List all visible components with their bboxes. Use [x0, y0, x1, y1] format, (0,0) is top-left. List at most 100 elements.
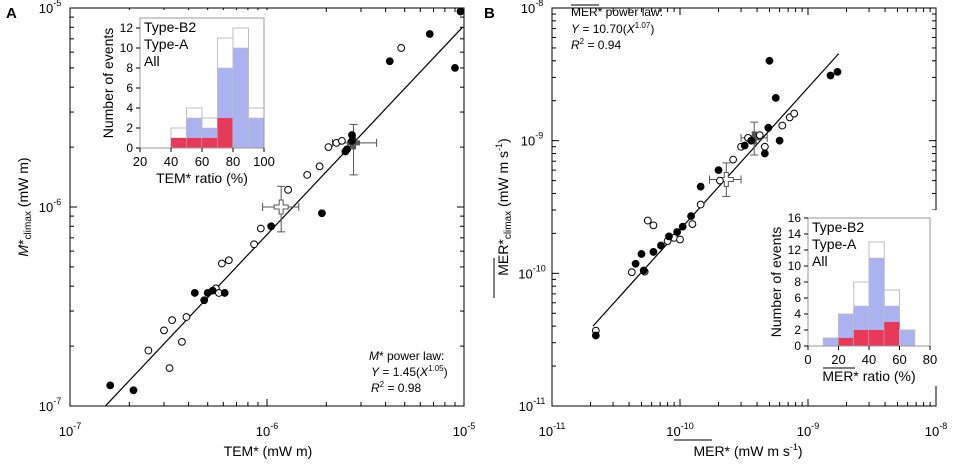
panel-a-filled-point: [451, 64, 459, 72]
panel-b-open-point: [688, 220, 697, 229]
panel-b-inset-legend-bg-all: [810, 254, 868, 270]
panel-b-open-point: [676, 235, 684, 244]
panel-b-x-tick-label: 10-10: [666, 421, 693, 439]
panel-b-filled-point: [826, 71, 835, 80]
panel-a-fit-line: [105, 27, 463, 406]
panel-b-inset-y-tick-label: 6: [794, 291, 801, 305]
panel-a-xlabel: TEM* (mW m): [224, 443, 313, 459]
panel-a-marks: 10-7 10-6 10-5 10-7 10-6 10-5: [39, 0, 475, 439]
panel-b-filled-point: [665, 232, 673, 241]
panel-b-filled-point: [639, 266, 648, 275]
panel-b-filled-point: [631, 259, 640, 268]
panel-b-filled-point: [764, 123, 773, 132]
panel-a-open-point: [256, 224, 265, 233]
panel-b-inset-x-tick-label: 80: [923, 352, 937, 367]
panel-b-open-point: [627, 268, 636, 277]
panel-a-filled-point: [456, 7, 465, 16]
panel-b-open-point: [696, 200, 705, 209]
panel-a-open-point: [178, 337, 186, 346]
panel-b-inset-legend-bg-type-b2: [810, 220, 868, 236]
panel-b-filled-point: [678, 222, 687, 231]
panel-a-inset-legend-bg-all: [142, 54, 200, 70]
panel-b-filled-point: [765, 56, 774, 65]
panel-a-open-point: [168, 316, 177, 325]
panel-b-filled-point: [740, 141, 749, 150]
panel-b-inset-y-tick-label: 0: [794, 339, 801, 353]
panel-b-fit-r2: R2 = 0.94: [571, 37, 621, 52]
panel-a-inset-bar-type-a: [232, 47, 249, 149]
panel-b-inset-y-tick-label: 2: [794, 323, 801, 337]
panel-b-inset-bar-type-a: [899, 329, 916, 347]
panel-b-inset-legend-bg-type-a: [810, 237, 868, 253]
panel-b-letter: B: [484, 5, 495, 22]
panel-a-open-point: [397, 44, 406, 52]
panel-a-open-point: [303, 170, 312, 179]
panel-b-inset-y-tick-label: 12: [788, 243, 802, 257]
panel-b-inset-x-tick-label: 20: [831, 352, 845, 367]
panel-b-y-tick-label: 10-10: [518, 263, 545, 281]
panel-a-x-tick-label: 10-6: [256, 421, 278, 439]
panel-a-open-point: [284, 185, 293, 194]
panel-a-inset-y-tick-label: 10: [120, 41, 134, 55]
panel-b-fit-line: [592, 53, 840, 327]
panel-a-inset-legend-all: All: [144, 53, 160, 69]
panel-a: 10-7 10-6 10-5 10-7 10-6 10-5 20 40 60 80 100 0 2 4 6…: [6, 0, 475, 459]
panel-a-filled-point: [425, 30, 434, 38]
panel-b-filled-point: [687, 212, 695, 221]
panel-a-ylabel: M*climax (mW m): [15, 157, 34, 256]
panel-b-fit-annotation: MER* power law: Y = 10.70(X1.07) R2 = 0.…: [571, 4, 663, 52]
panel-a-filled-point: [318, 209, 326, 218]
panel-b-inset-histogram: 0 20 40 60 80 0 2 4 6 8 10 12 14 16 MER* ratio (%) Numb…: [758, 210, 940, 386]
panel-a-inset-legend-bg-type-b2: [142, 20, 200, 36]
panel-b-inset-legend-type-a: Type-A: [812, 236, 857, 252]
panel-b-y-tick-label: 10-11: [519, 396, 546, 414]
panel-b-inset-x-tick-label: 40: [862, 352, 876, 367]
panel-b-inset-x-tick-label: 60: [892, 352, 906, 367]
panel-a-inset-y-tick-label: 8: [126, 61, 133, 75]
panel-a-x-tick-label: 10-7: [59, 421, 81, 439]
panel-a-filled-point: [348, 136, 356, 145]
panel-a-fit-title: M* power law:: [369, 349, 444, 363]
panel-a-filled-point: [343, 145, 351, 154]
panel-a-open-point: [165, 364, 174, 373]
panel-b-open-point: [760, 142, 769, 151]
panel-b-inset-y-tick-label: 16: [788, 211, 802, 225]
panel-b-x-tick-label: 10-11: [539, 421, 566, 439]
panel-a-inset-x-tick-label: 100: [253, 154, 275, 169]
panel-b-plot-frame: [551, 7, 937, 407]
panel-b-x-tick-label: 10-8: [925, 421, 947, 439]
panel-a-filled-point: [190, 289, 199, 297]
panel-a-open-point: [315, 162, 324, 171]
panel-a-inset-y-tick-label: 6: [126, 81, 133, 95]
panel-b-open-point: [790, 109, 799, 118]
panel-a-inset-histogram: 20 40 60 80 100 0 2 4 6 8 10 12 TEM* ratio (%) Number…: [90, 10, 275, 188]
panel-a-inset-ylabel: Number of events: [100, 28, 116, 139]
panel-b-open-point: [649, 221, 658, 230]
panel-a-inset-xlabel: TEM* ratio (%): [156, 170, 248, 186]
panel-a-letter: A: [6, 5, 17, 22]
panel-a-inset-x-tick-label: 40: [164, 154, 178, 169]
panel-b-inset-bar-type-b2: [838, 338, 854, 346]
panel-b-inset-y-tick-label: 4: [794, 307, 801, 321]
panel-a-open-point: [217, 259, 226, 268]
panel-b-fit-equation: Y = 10.70(X1.07): [571, 21, 654, 36]
panel-a-inset-legend-type-b2: Type-B2: [144, 19, 196, 35]
panel-b-open-point: [778, 121, 787, 130]
panel-a-inset-y-tick-label: 4: [126, 101, 133, 115]
panel-a-open-point: [160, 326, 168, 335]
panel-b-mean-open-cross-marker: [718, 171, 734, 187]
panel-b-inset-y-tick-label: 8: [794, 275, 801, 289]
panel-a-inset-bar-type-b2: [202, 138, 218, 148]
panel-a-y-tick-label: 10-5: [39, 0, 61, 16]
panel-a-open-point: [338, 136, 346, 145]
panel-b-y-tick-label: 10-8: [521, 0, 543, 16]
panel-a-filled-point: [267, 222, 276, 231]
panel-b-filled-point: [649, 248, 658, 256]
panel-a-filled-point: [200, 296, 209, 305]
panel-b-filled-point: [747, 136, 756, 145]
panel-b-inset-legend-all: All: [812, 253, 828, 269]
panel-a-inset-y-tick-label: 2: [126, 121, 133, 135]
panel-b-xlabel: MER* (mW m s-1): [693, 442, 802, 459]
panel-b-filled-point: [771, 94, 780, 102]
panel-b-ylabel: MER*climax (mW m s-1): [494, 138, 514, 275]
